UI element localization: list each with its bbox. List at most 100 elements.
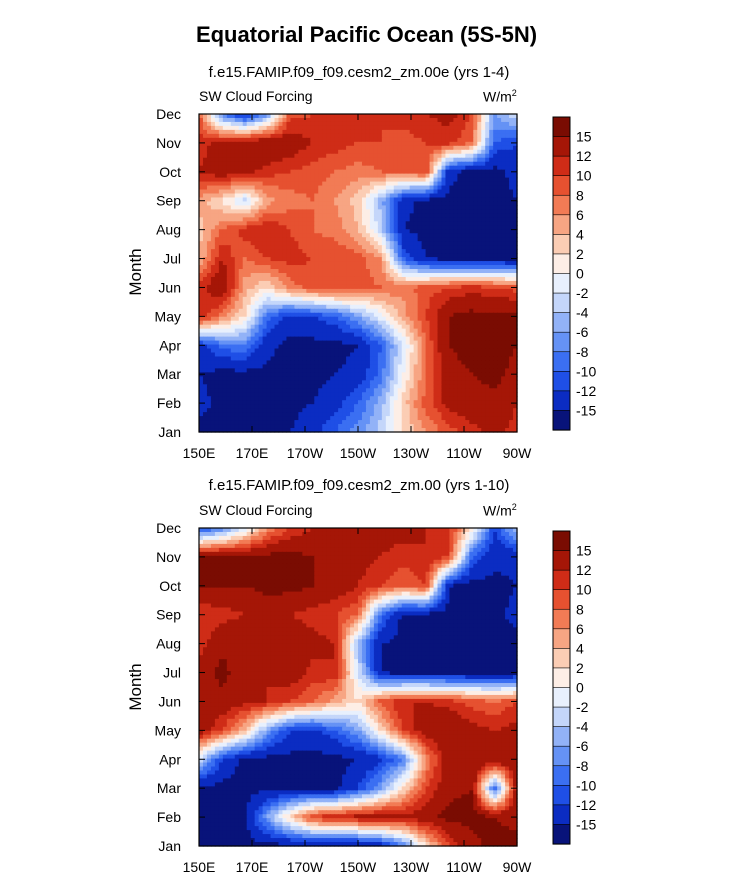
heatmap-cell (234, 237, 240, 242)
heatmap-cell (485, 145, 490, 151)
heatmap-cell (461, 189, 466, 195)
heatmap-cell (405, 340, 411, 346)
heatmap-cell (413, 193, 419, 199)
heatmap-cell (306, 312, 311, 318)
heatmap-cell (282, 324, 288, 330)
heatmap-cell (238, 169, 244, 175)
heatmap-cell (286, 336, 292, 342)
heatmap-cell (338, 114, 343, 119)
heatmap-cell (230, 269, 236, 274)
heatmap-cell (505, 273, 510, 278)
heatmap-cell (433, 141, 439, 147)
heatmap-cell (210, 114, 216, 119)
heatmap-cell (489, 280, 494, 286)
heatmap-cell (405, 201, 411, 207)
heatmap-cell (206, 229, 212, 234)
heatmap-cell (274, 348, 280, 354)
heatmap-cell (365, 137, 371, 143)
heatmap-cell (274, 352, 280, 358)
heatmap-cell (199, 129, 204, 135)
heatmap-cell (202, 336, 208, 342)
heatmap-cell (306, 145, 311, 151)
heatmap-cell (350, 193, 355, 199)
heatmap-cell (318, 165, 323, 171)
heatmap-cell (266, 356, 272, 362)
heatmap-cell (274, 344, 280, 350)
heatmap-cell (266, 137, 272, 143)
heatmap-cell (397, 153, 403, 159)
heatmap-cell (282, 352, 288, 358)
heatmap-cell (310, 245, 315, 250)
heatmap-cell (421, 117, 427, 123)
heatmap-cell (234, 169, 240, 175)
heatmap-cell (413, 316, 419, 322)
heatmap-cell (342, 197, 347, 203)
heatmap-cell (405, 205, 411, 211)
heatmap-cell (218, 205, 224, 211)
heatmap-cell (461, 269, 466, 274)
heatmap-cell (513, 261, 518, 266)
heatmap-cell (266, 133, 272, 139)
heatmap-cell (199, 149, 204, 155)
heatmap-cell (242, 249, 248, 254)
heatmap-cell (513, 153, 518, 159)
heatmap-cell (202, 129, 208, 135)
heatmap-cell (282, 308, 288, 314)
heatmap-cell (294, 253, 299, 258)
heatmap-cell (397, 316, 403, 322)
heatmap-cell (334, 165, 339, 171)
heatmap-cell (270, 193, 276, 199)
heatmap-cell (322, 324, 327, 330)
heatmap-cell (350, 137, 355, 143)
heatmap-cell (489, 185, 494, 191)
heatmap-cell (485, 257, 490, 262)
heatmap-cell (250, 185, 256, 191)
heatmap-cell (270, 269, 276, 274)
heatmap-cell (358, 114, 363, 119)
heatmap-cell (485, 121, 490, 127)
heatmap-cell (485, 233, 490, 238)
heatmap-cell (214, 324, 220, 330)
heatmap-cell (334, 237, 339, 242)
heatmap-cell (330, 273, 335, 278)
heatmap-cell (469, 209, 474, 214)
heatmap-cell (310, 173, 315, 179)
heatmap-cell (377, 201, 383, 207)
heatmap-cell (358, 233, 363, 238)
heatmap-cell (457, 125, 462, 131)
heatmap-cell (365, 125, 371, 131)
heatmap-cell (306, 121, 311, 127)
heatmap-cell (377, 137, 383, 143)
heatmap-cell (361, 296, 367, 302)
heatmap-cell (242, 141, 248, 147)
heatmap-cell (242, 328, 248, 334)
heatmap-cell (477, 117, 482, 123)
heatmap-cell (210, 284, 216, 290)
heatmap-cell (342, 229, 347, 234)
heatmap-cell (318, 253, 323, 258)
heatmap-cell (361, 257, 367, 262)
heatmap-cell (226, 292, 232, 298)
heatmap-cell (429, 233, 435, 238)
heatmap-cell (266, 145, 272, 151)
heatmap-cell (429, 249, 435, 254)
heatmap-cell (310, 185, 315, 191)
heatmap-cell (393, 137, 399, 143)
heatmap-cell (501, 233, 506, 238)
heatmap-cell (298, 157, 303, 163)
heatmap-cell (342, 133, 347, 139)
heatmap-cell (266, 292, 272, 298)
heatmap-cell (318, 308, 323, 314)
heatmap-cell (270, 328, 276, 334)
heatmap-cell (226, 261, 232, 266)
heatmap-cell (437, 141, 443, 147)
heatmap-cell (254, 249, 260, 254)
heatmap-cell (477, 189, 482, 195)
heatmap-cell (365, 213, 371, 218)
heatmap-cell (278, 229, 284, 234)
heatmap-cell (290, 161, 296, 167)
heatmap-cell (429, 276, 435, 282)
heatmap-cell (413, 189, 419, 195)
heatmap-cell (350, 217, 355, 222)
heatmap-cell (429, 237, 435, 242)
